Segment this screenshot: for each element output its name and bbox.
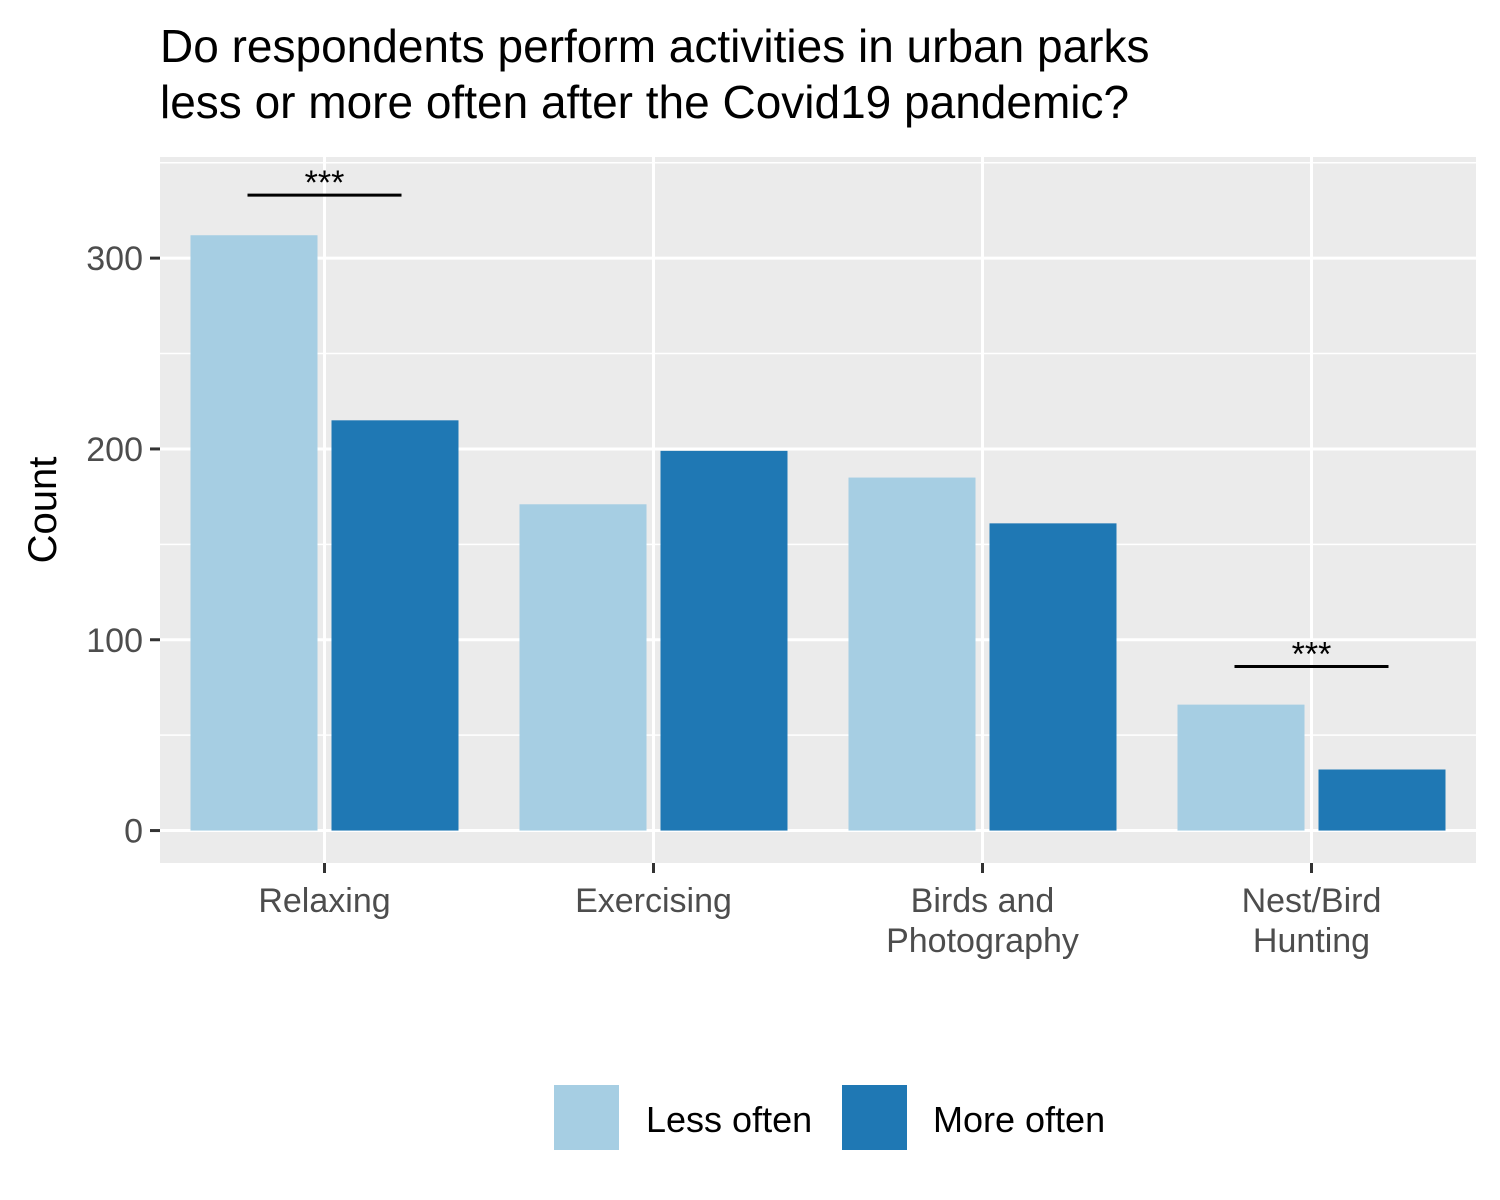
x-tick-label: Hunting <box>1253 922 1370 960</box>
bar-less-often <box>848 477 976 831</box>
y-axis-title: Count <box>21 457 65 564</box>
bar-more-often <box>331 420 459 831</box>
legend-key <box>840 1083 909 1152</box>
legend-item: Less often <box>552 1083 812 1152</box>
x-tick-label: Photography <box>886 922 1079 960</box>
legend-key <box>552 1083 621 1152</box>
legend: Less often More often <box>552 1083 1105 1152</box>
bar-less-often <box>190 235 318 831</box>
chart-title-line: Do respondents perform activities in urb… <box>160 20 1149 72</box>
major-gridlines <box>160 157 1476 863</box>
bar-less-often <box>1177 704 1305 831</box>
significance-annotations: *** *** <box>247 164 1389 673</box>
legend-label: More often <box>933 1099 1105 1140</box>
legend-label: Less often <box>646 1099 812 1140</box>
y-tick-label: 200 <box>86 431 143 469</box>
bar-more-often <box>1318 769 1446 831</box>
x-tick-label: Relaxing <box>258 882 390 920</box>
x-tick-label: Exercising <box>575 882 732 920</box>
legend-item: More often <box>840 1083 1105 1152</box>
x-tick-label: Nest/Bird <box>1242 882 1382 920</box>
y-tick-label: 300 <box>86 240 143 278</box>
x-tick-label: Birds and <box>911 882 1055 920</box>
bar-more-often <box>660 450 788 831</box>
y-tick-label: 0 <box>124 813 143 851</box>
bar-marks <box>190 235 1446 831</box>
y-tick-label: 100 <box>86 622 143 660</box>
chart-title: Do respondents perform activities in urb… <box>160 20 1149 128</box>
significance-label: *** <box>1292 635 1332 673</box>
bar-less-often <box>519 504 647 831</box>
y-axis: 0 100 200 300 <box>86 240 160 851</box>
bar-more-often <box>989 523 1117 831</box>
chart-title-line: less or more often after the Covid19 pan… <box>160 76 1129 128</box>
significance-label: *** <box>305 164 345 202</box>
